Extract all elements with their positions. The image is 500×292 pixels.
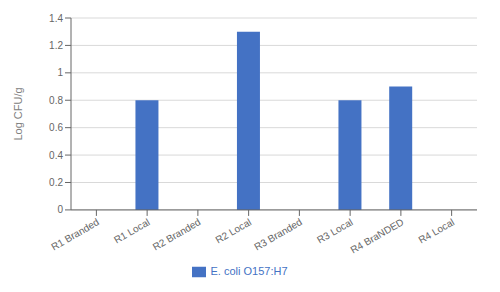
svg-text:1: 1 <box>57 67 63 78</box>
svg-text:R2 Local: R2 Local <box>213 216 253 245</box>
html-text:E. coli O157:H7: E. coli O157:H7 <box>210 264 288 277</box>
svg-text:R1 Branded: R1 Branded <box>49 216 101 252</box>
svg-text:1.4: 1.4 <box>49 13 63 24</box>
svg-text:0.8: 0.8 <box>49 95 63 106</box>
svg-text:R1 Local: R1 Local <box>112 216 152 245</box>
svg-text:0.6: 0.6 <box>49 122 63 133</box>
svg-text:Log CFU/g: Log CFU/g <box>12 87 24 140</box>
svg-text:0.2: 0.2 <box>49 177 63 188</box>
svg-text:0: 0 <box>57 204 63 215</box>
svg-text:R4 BraNDED: R4 BraNDED <box>348 216 405 255</box>
svg-text:0.4: 0.4 <box>49 150 63 161</box>
svg-text:R3 Local: R3 Local <box>315 216 355 245</box>
svg-text:R2 Branded: R2 Branded <box>151 216 203 252</box>
svg-text:1.2: 1.2 <box>49 40 63 51</box>
svg-text:R4 Local: R4 Local <box>416 216 456 245</box>
svg-text:R3 Branded: R3 Branded <box>252 216 304 252</box>
